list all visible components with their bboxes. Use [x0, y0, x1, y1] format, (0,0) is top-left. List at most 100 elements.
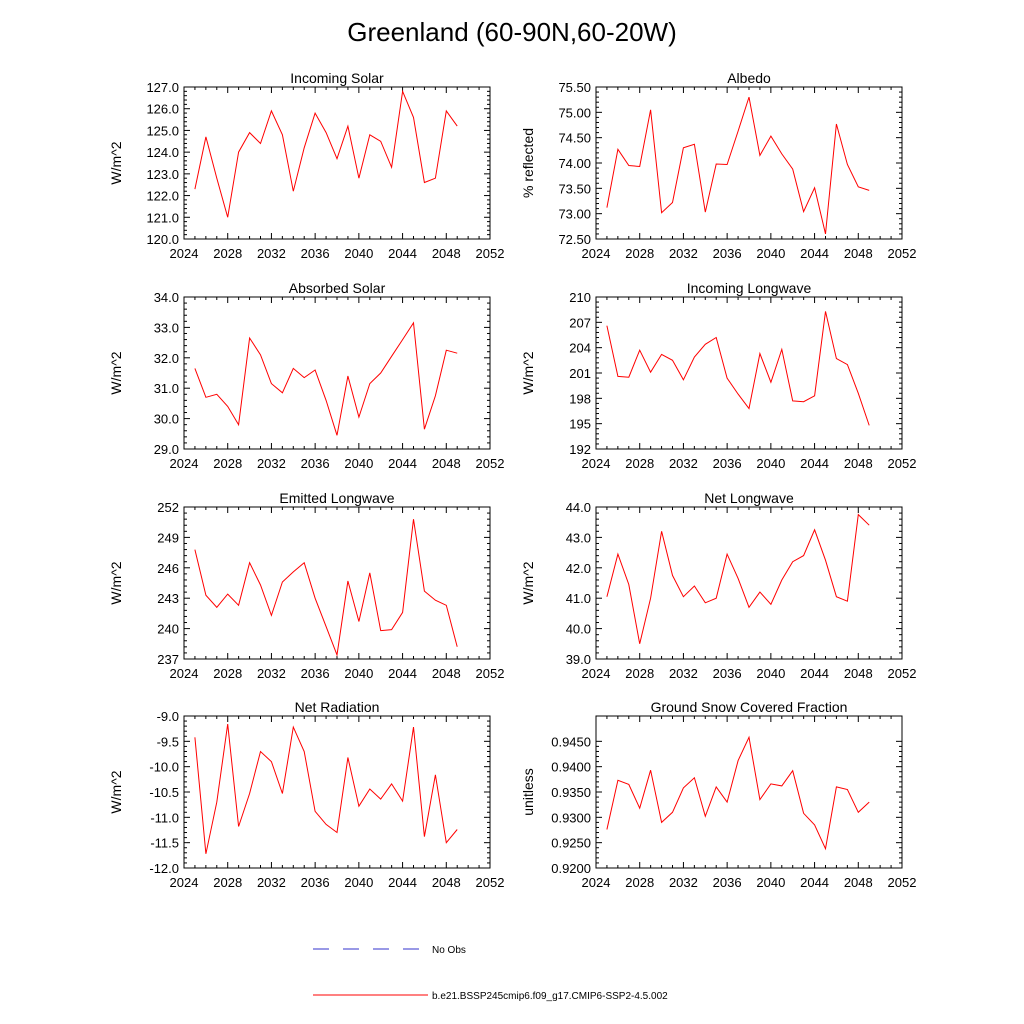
data-point — [271, 615, 272, 616]
data-point — [694, 777, 695, 778]
y-tick-label: 75.00 — [558, 105, 591, 120]
data-point — [672, 202, 673, 203]
x-tick-label: 2052 — [476, 666, 505, 681]
x-tick-label: 2036 — [713, 666, 742, 681]
data-point — [770, 604, 771, 605]
data-point — [661, 531, 662, 532]
data-point — [792, 770, 793, 771]
y-tick-label: -9.5 — [157, 734, 179, 749]
data-point — [781, 579, 782, 580]
x-tick-label: 2028 — [625, 456, 654, 471]
data-point — [347, 757, 348, 758]
data-point — [446, 842, 447, 843]
data-point — [227, 217, 228, 218]
data-point — [792, 168, 793, 169]
data-point — [661, 354, 662, 355]
data-point — [869, 190, 870, 191]
data-point — [315, 811, 316, 812]
data-point — [792, 561, 793, 562]
y-tick-label: 192 — [569, 442, 591, 457]
data-point — [770, 382, 771, 383]
data-point — [435, 600, 436, 601]
data-point — [727, 802, 728, 803]
y-tick-label: 122.0 — [146, 189, 179, 204]
data-point — [847, 164, 848, 165]
y-tick-label: -9.0 — [157, 709, 179, 724]
y-tick-label: -11.0 — [150, 810, 179, 825]
data-point — [759, 155, 760, 156]
y-tick-label: 246 — [157, 561, 179, 576]
panel-title: Incoming Solar — [290, 70, 384, 86]
panel-incoming-longwave: Incoming Longwave W/m^2 2024 2028 2032 2036 20… — [520, 280, 916, 471]
data-point — [304, 751, 305, 752]
y-tick-label: -12.0 — [149, 861, 179, 876]
data-point — [358, 178, 359, 179]
panel-albedo: Albedo % reflected 2024 2028 2032 2036 2040 204… — [520, 70, 916, 261]
data-point — [759, 799, 760, 800]
data-point — [347, 375, 348, 376]
panel-emitted-longwave: Emitted Longwave W/m^2 2024 2028 2032 2036 204… — [108, 490, 504, 681]
data-point — [260, 751, 261, 752]
data-point — [315, 369, 316, 370]
y-tick-label: 121.0 — [146, 210, 179, 225]
data-point — [227, 406, 228, 407]
data-point — [606, 829, 607, 830]
panel-net-radiation: Net Radiation W/m^2 2024 2028 2032 2036 2040 20… — [108, 699, 504, 890]
data-point — [716, 786, 717, 787]
data-point — [694, 144, 695, 145]
data-point — [336, 832, 337, 833]
x-tick-label: 2048 — [432, 666, 461, 681]
data-point — [413, 322, 414, 323]
x-tick-label: 2028 — [213, 456, 242, 471]
data-point — [424, 836, 425, 837]
x-tick-label: 2040 — [344, 666, 373, 681]
panel-net-longwave: Net Longwave W/m^2 2024 2028 2032 2036 2040 204… — [520, 490, 916, 681]
x-tick-label: 2040 — [344, 456, 373, 471]
data-point — [369, 788, 370, 789]
data-point — [727, 554, 728, 555]
y-tick-label: 124.0 — [146, 145, 179, 160]
x-tick-label: 2052 — [476, 456, 505, 471]
data-point — [617, 554, 618, 555]
x-tick-label: 2048 — [844, 666, 873, 681]
data-point — [606, 207, 607, 208]
data-point — [424, 591, 425, 592]
data-point — [858, 186, 859, 187]
y-tick-label: 0.9350 — [551, 785, 591, 800]
data-point — [716, 337, 717, 338]
data-point — [446, 605, 447, 606]
y-tick-label: 72.50 — [558, 232, 591, 247]
y-axis-label: unitless — [520, 768, 536, 815]
data-point — [705, 344, 706, 345]
x-tick-label: 2044 — [388, 875, 417, 890]
y-axis-label: W/m^2 — [108, 561, 124, 604]
data-point — [369, 134, 370, 135]
data-point — [705, 212, 706, 213]
panel-title: Ground Snow Covered Fraction — [651, 699, 848, 715]
x-tick-label: 2028 — [625, 246, 654, 261]
y-tick-label: 0.9300 — [551, 810, 591, 825]
x-tick-label: 2048 — [432, 875, 461, 890]
data-point — [628, 784, 629, 785]
data-point — [325, 824, 326, 825]
data-point — [391, 783, 392, 784]
data-point — [358, 621, 359, 622]
data-point — [336, 158, 337, 159]
data-point — [847, 789, 848, 790]
y-tick-label: 33.0 — [154, 320, 179, 335]
data-point — [825, 848, 826, 849]
data-point — [293, 727, 294, 728]
y-tick-label: 30.0 — [154, 412, 179, 427]
x-tick-label: 2044 — [388, 246, 417, 261]
data-point — [617, 780, 618, 781]
data-point — [194, 549, 195, 550]
data-point — [260, 354, 261, 355]
y-tick-label: 207 — [569, 315, 591, 330]
data-point — [216, 178, 217, 179]
data-point — [194, 188, 195, 189]
y-tick-label: -10.0 — [149, 760, 179, 775]
x-tick-label: 2032 — [257, 666, 286, 681]
y-tick-label: 0.9450 — [551, 734, 591, 749]
y-tick-label: 0.9250 — [551, 836, 591, 851]
